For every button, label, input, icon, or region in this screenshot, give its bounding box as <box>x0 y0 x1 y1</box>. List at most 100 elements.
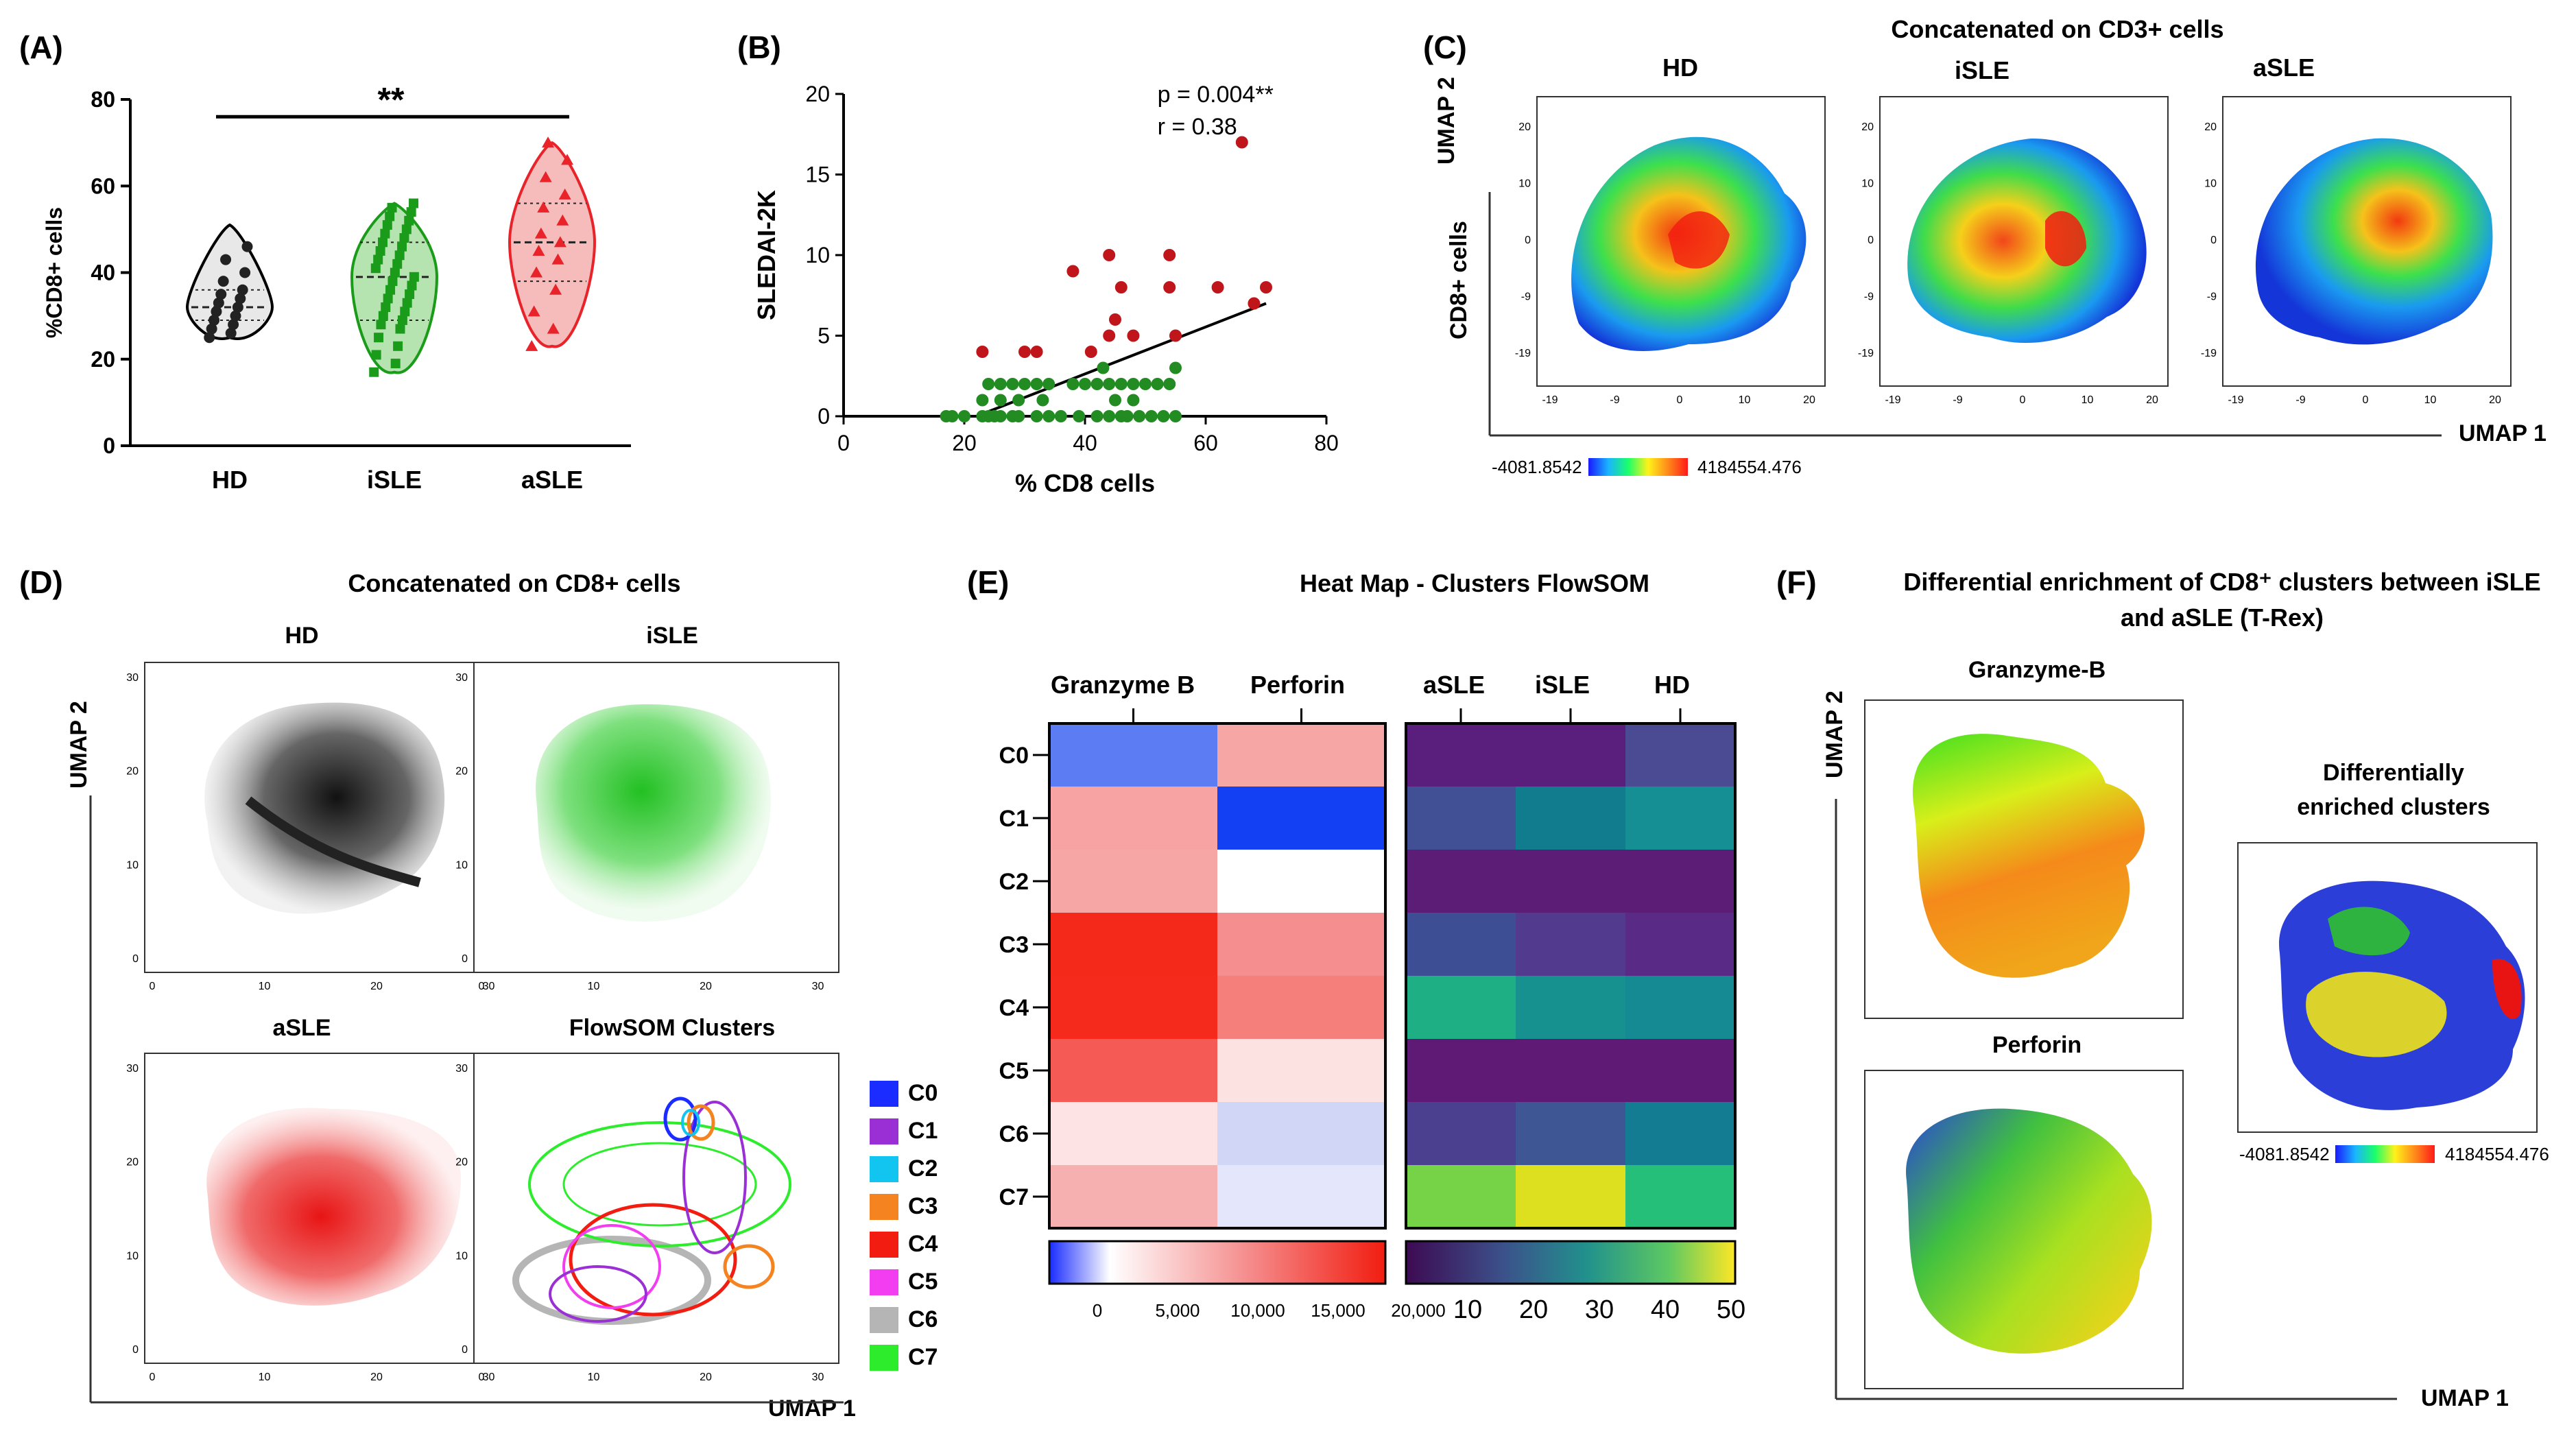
legend-item: C1 <box>870 1118 938 1145</box>
data-point-red <box>1211 281 1224 293</box>
data-point <box>542 136 555 148</box>
data-point-green <box>1006 378 1019 390</box>
panel-c-scale-max: 4184554.476 <box>1697 457 1802 477</box>
x-axis-label: % CD8 cells <box>1015 469 1155 497</box>
data-point <box>537 201 550 213</box>
data-point <box>409 198 419 208</box>
y-tick-label: 40 <box>91 261 115 285</box>
data-point <box>405 289 415 300</box>
data-point <box>393 341 403 351</box>
data-point <box>371 350 381 360</box>
heatmap-left-border <box>1048 722 1387 1230</box>
y-tick-label: 0 <box>1868 235 1874 246</box>
x-tick-label: -19 <box>2228 394 2243 406</box>
scale-tick-left: 10,000 <box>1230 1300 1285 1321</box>
y-tick-label: 0 <box>818 404 830 429</box>
legend-item: C2 <box>870 1155 938 1182</box>
y-tick-label: -9 <box>2207 291 2217 303</box>
umap-differential <box>2237 842 2538 1133</box>
heatmap-cell-marker <box>1049 850 1217 913</box>
hm-col-perforin: Perforin <box>1250 671 1346 699</box>
heatmap-cell-group <box>1406 913 1516 976</box>
umap-cd8-hd <box>144 662 510 973</box>
panel-c-ylabel: CD8+ cells <box>1446 221 1472 339</box>
y-tick-label: 5 <box>818 324 830 348</box>
data-point-green <box>1151 378 1164 390</box>
x-tick-label: 10 <box>259 1371 271 1383</box>
data-point <box>404 215 414 226</box>
heatmap-cell-marker <box>1217 1165 1385 1228</box>
heatmap-row-label: C7 <box>999 1184 1029 1210</box>
data-point-green <box>994 410 1007 422</box>
panel-e-label: (E) <box>967 564 1010 600</box>
data-point <box>204 332 215 344</box>
data-point <box>228 319 239 331</box>
x-tick-label: 40 <box>1073 431 1097 455</box>
y-axis-label: %CD8+ cells <box>42 207 67 338</box>
data-point <box>376 320 386 330</box>
data-point-red <box>1018 346 1031 358</box>
x-tick-label: 0 <box>2363 394 2369 406</box>
data-point <box>534 227 547 239</box>
x-tick-label: -9 <box>1610 394 1619 406</box>
y-tick-label: 0 <box>462 953 468 965</box>
y-tick-label: 10 <box>1518 178 1531 190</box>
x-category-label: HD <box>212 466 248 494</box>
significance-label: ** <box>378 80 405 119</box>
panel-c-sub-hd: HD <box>1662 53 1698 82</box>
heatmap-cell-group <box>1516 913 1625 976</box>
heatmap-cell-marker <box>1049 1165 1217 1228</box>
heatmap-cell-group <box>1625 976 1735 1039</box>
violin-chart: 0 20 40 60 80 %CD8+ cells HD iSLE aSLE ** <box>42 80 631 494</box>
x-tick-label: 30 <box>812 1371 824 1383</box>
data-point <box>230 310 241 322</box>
umap-granzyme-b-plot <box>1912 734 2145 978</box>
panel-d-label: (D) <box>19 564 63 600</box>
x-tick-label: 20 <box>1803 394 1815 406</box>
y-tick-label: 0 <box>462 1344 468 1356</box>
y-tick-label: 10 <box>2204 178 2217 190</box>
heatmap-cell-group <box>1406 976 1516 1039</box>
data-point-red <box>1169 329 1182 342</box>
heatmap-cell-group <box>1516 1102 1625 1165</box>
panel-f-title-line1: Differential enrichment of CD8⁺ clusters… <box>1903 568 2541 596</box>
y-tick-label: 10 <box>455 1250 468 1262</box>
data-point-green <box>1169 410 1182 422</box>
data-point <box>390 359 401 369</box>
y-tick-label: 60 <box>91 173 115 198</box>
heatmap-cell-group <box>1625 787 1735 850</box>
umap-cd8-isle <box>473 662 839 973</box>
y-tick-label: 0 <box>1525 235 1531 246</box>
data-point-green <box>1073 410 1086 422</box>
heatmap-cell-group <box>1625 1165 1735 1228</box>
x-tick-label: 20 <box>370 1371 383 1383</box>
heatmap-row-label: C0 <box>999 743 1029 769</box>
scale-tick-left: 0 <box>1093 1300 1102 1321</box>
x-tick-label: 0 <box>479 981 485 992</box>
heatmap-cell-marker <box>1217 1039 1385 1102</box>
heatmap-cell-group <box>1516 1039 1625 1102</box>
data-point <box>235 293 246 304</box>
x-tick-label: 30 <box>812 981 824 992</box>
data-point <box>378 237 387 248</box>
legend-label: C3 <box>908 1193 938 1219</box>
data-point <box>525 339 538 351</box>
umap-cd8-asle <box>144 1053 510 1364</box>
heatmap-cell-group <box>1625 723 1735 787</box>
umap-ticks: -19 -9 0 10 20 20 10 0 -9 -19 <box>1858 121 2158 406</box>
panel-c-axes <box>1488 192 2442 437</box>
scale-tick-right: 30 <box>1585 1295 1614 1324</box>
data-point-green <box>994 394 1007 407</box>
y-tick-label: 20 <box>455 1157 468 1169</box>
data-point <box>399 233 409 243</box>
legend-item: C5 <box>870 1269 938 1295</box>
umap-cd8-flowsom <box>473 1053 839 1364</box>
data-point-red <box>1127 329 1140 342</box>
data-point <box>409 272 419 282</box>
legend-label: C7 <box>908 1344 938 1370</box>
x-tick-label: 20 <box>952 431 977 455</box>
data-point-green <box>1139 378 1152 390</box>
data-point-green <box>1103 410 1116 422</box>
data-point <box>558 188 571 200</box>
data-point-green <box>1097 361 1110 374</box>
